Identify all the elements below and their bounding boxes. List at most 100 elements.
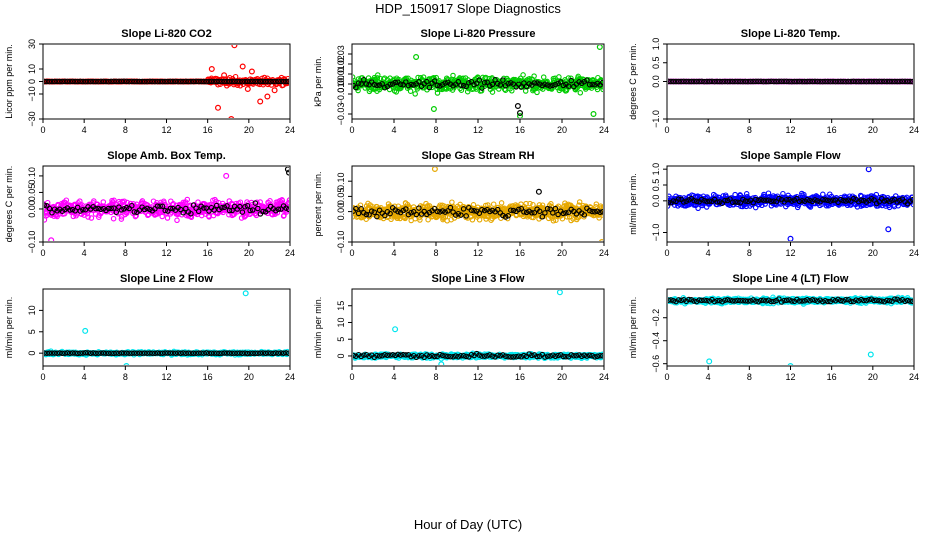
outlier-point [413, 53, 420, 60]
data-point [403, 206, 409, 212]
data-point [111, 197, 117, 204]
data-point [366, 212, 372, 218]
data-point [403, 79, 409, 85]
x-tick-label: 24 [285, 248, 295, 258]
data-point [260, 350, 266, 356]
series-mean [353, 188, 603, 220]
data-point [285, 78, 289, 85]
data-point [239, 78, 246, 85]
data-point [589, 208, 595, 215]
data-point [557, 79, 564, 85]
data-point [706, 198, 713, 204]
data-point [439, 208, 446, 214]
data-point [260, 78, 266, 85]
data-point [283, 78, 289, 85]
data-point [402, 215, 408, 222]
data-point [807, 197, 813, 204]
data-point [80, 207, 86, 213]
data-point [771, 78, 777, 85]
data-point [868, 78, 875, 85]
data-point [188, 78, 194, 85]
data-point [184, 196, 191, 203]
data-point [371, 209, 378, 215]
data-point [555, 211, 561, 218]
data-point [791, 78, 798, 85]
data-point [407, 88, 414, 94]
data-point [353, 74, 356, 80]
data-point [522, 88, 529, 94]
data-point [547, 83, 553, 89]
data-point [275, 350, 282, 356]
data-point [773, 78, 780, 85]
panel-title: Slope Line 3 Flow [432, 273, 525, 285]
panel-title: Slope Gas Stream RH [421, 150, 534, 162]
x-tick-label: 12 [785, 125, 795, 135]
data-point [729, 78, 736, 85]
data-point [286, 350, 289, 356]
data-point [59, 78, 66, 85]
x-tick-label: 4 [706, 248, 711, 258]
data-point [123, 350, 130, 356]
data-point [172, 350, 179, 356]
data-point [108, 78, 114, 85]
data-point [907, 78, 913, 85]
x-tick-label: 16 [203, 372, 213, 382]
points [353, 45, 603, 118]
data-point [144, 350, 150, 356]
data-point [77, 208, 84, 214]
data-point [363, 81, 370, 87]
data-point [521, 209, 527, 215]
data-point [812, 78, 818, 85]
x-tick-label: 24 [285, 125, 295, 135]
data-point [51, 78, 58, 85]
data-point [63, 197, 70, 203]
data-point [542, 210, 548, 216]
data-point [873, 78, 880, 85]
data-point [544, 205, 551, 212]
data-point [278, 350, 284, 356]
panel-4: Slope Amb. Box Temp.degrees C per min.0 4… [4, 150, 295, 258]
data-point [552, 205, 559, 212]
data-point [556, 74, 562, 80]
series-mean [668, 78, 913, 85]
data-point [121, 198, 128, 204]
x-tick-label: 20 [244, 372, 254, 382]
series-slope [44, 290, 289, 365]
x-tick-label: 12 [473, 248, 483, 258]
data-point [134, 78, 140, 85]
data-point [219, 350, 225, 356]
series-mean [353, 76, 603, 116]
data-point [159, 213, 165, 220]
data-point [502, 214, 509, 220]
data-point [87, 78, 94, 85]
data-point [98, 206, 104, 213]
data-point [283, 350, 289, 356]
data-point [536, 208, 543, 215]
data-point [44, 78, 48, 85]
data-point [742, 198, 749, 204]
data-point [374, 82, 380, 89]
y-axis-label: percent per min. [313, 171, 323, 236]
data-point [902, 78, 908, 85]
x-tick-label: 12 [473, 372, 483, 382]
data-point [804, 78, 810, 85]
outlier-point [430, 105, 437, 112]
data-point [796, 78, 803, 85]
data-point [224, 78, 230, 85]
outlier-point [590, 110, 597, 117]
data-point [450, 72, 456, 79]
data-point [539, 214, 546, 220]
data-point [518, 84, 525, 90]
x-tick-label: 16 [827, 125, 837, 135]
x-tick-label: 8 [433, 125, 438, 135]
data-point [141, 350, 148, 356]
data-point [711, 78, 718, 85]
y-tick-label: 5 [27, 329, 37, 334]
data-point [550, 210, 556, 216]
data-point [458, 212, 464, 218]
data-point [375, 72, 381, 78]
data-point [126, 350, 132, 356]
data-point [489, 89, 496, 95]
y-tick-label: 0.03 [336, 45, 346, 63]
data-point [361, 76, 367, 83]
